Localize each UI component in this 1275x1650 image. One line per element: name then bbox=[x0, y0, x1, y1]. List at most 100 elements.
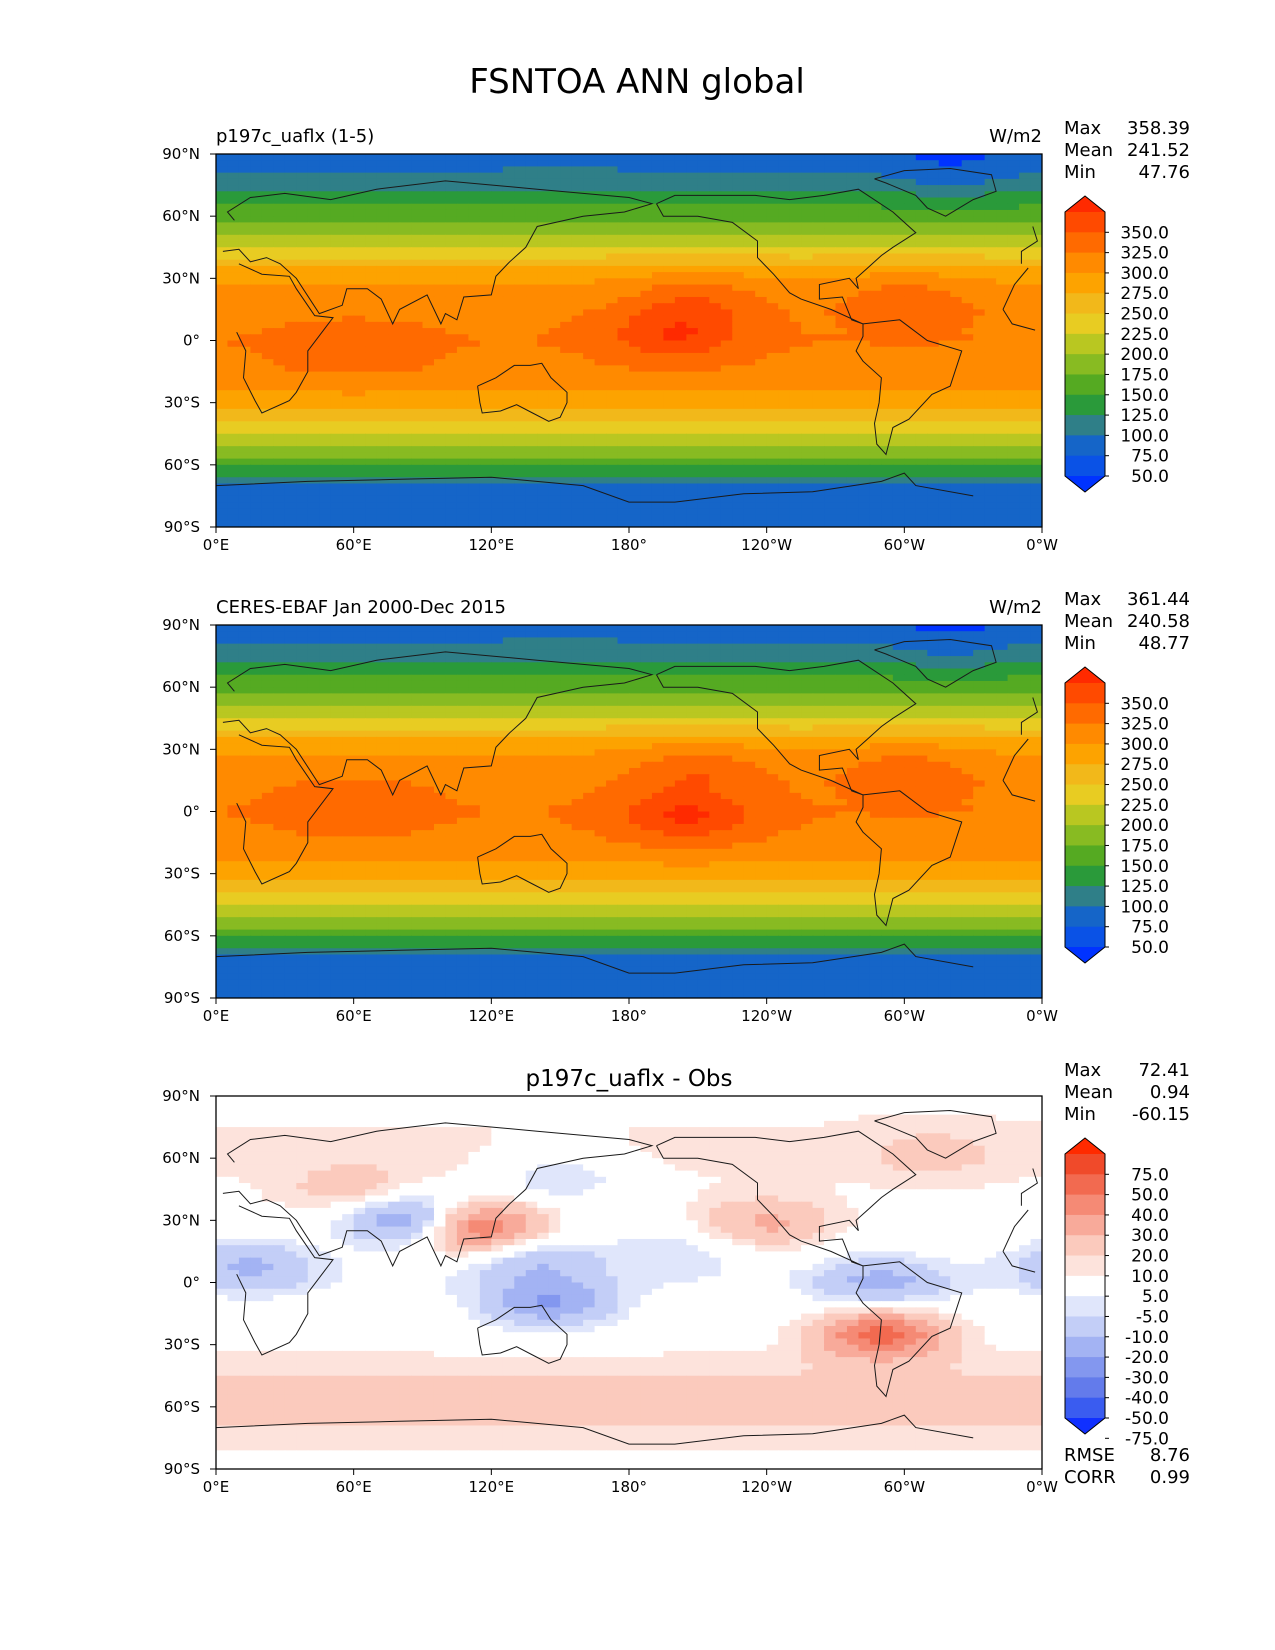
field-cell bbox=[525, 315, 538, 323]
field-cell bbox=[996, 346, 1009, 354]
field-cell bbox=[766, 166, 779, 174]
field-cell bbox=[491, 390, 504, 398]
field-cell bbox=[560, 502, 573, 509]
field-cell bbox=[881, 489, 894, 497]
field-cell bbox=[824, 315, 837, 323]
field-cell bbox=[284, 446, 297, 453]
field-cell bbox=[892, 643, 905, 651]
field-cell bbox=[342, 166, 355, 174]
field-cell bbox=[445, 303, 458, 311]
field-cell bbox=[651, 172, 665, 180]
field-cell bbox=[365, 489, 378, 497]
field-cell bbox=[445, 371, 458, 379]
field-cell bbox=[961, 359, 974, 366]
field-cell bbox=[732, 290, 745, 298]
field-cell bbox=[342, 520, 355, 527]
field-cell bbox=[846, 483, 860, 491]
field-cell bbox=[732, 643, 745, 651]
field-cell bbox=[583, 471, 596, 478]
field-cell bbox=[881, 662, 894, 670]
field-cell bbox=[858, 154, 871, 161]
field-cell bbox=[365, 259, 378, 267]
field-cell bbox=[606, 265, 619, 273]
field-cell bbox=[445, 234, 458, 242]
field-cell bbox=[238, 421, 252, 429]
field-cell bbox=[319, 643, 332, 651]
field-cell bbox=[686, 402, 699, 410]
field-cell bbox=[365, 328, 378, 335]
field-cell bbox=[651, 662, 665, 670]
field-cell bbox=[479, 272, 492, 279]
field-cell bbox=[663, 483, 676, 491]
field-cell bbox=[629, 321, 642, 329]
field-cell bbox=[663, 284, 676, 292]
field-cell bbox=[227, 631, 240, 639]
field-cell bbox=[456, 154, 469, 161]
field-cell bbox=[663, 662, 676, 670]
field-cell bbox=[801, 203, 814, 211]
field-cell bbox=[479, 185, 492, 192]
field-cell bbox=[261, 402, 274, 410]
field-cell bbox=[296, 290, 309, 298]
field-cell bbox=[479, 520, 492, 527]
field-cell bbox=[548, 178, 561, 186]
field-cell bbox=[835, 172, 848, 180]
field-cell bbox=[892, 284, 905, 292]
field-cell bbox=[915, 197, 928, 205]
field-cell bbox=[663, 209, 676, 217]
field-cell bbox=[296, 433, 309, 441]
field-cell bbox=[216, 390, 229, 398]
field-cell bbox=[560, 483, 573, 491]
field-cell bbox=[835, 359, 848, 366]
field-cell bbox=[330, 352, 343, 360]
field-cell bbox=[720, 464, 733, 472]
field-cell bbox=[365, 396, 378, 404]
field-cell bbox=[835, 191, 848, 199]
field-cell bbox=[755, 668, 768, 676]
field-cell bbox=[904, 352, 917, 360]
field-cell bbox=[927, 365, 940, 373]
field-cell bbox=[961, 309, 974, 317]
field-cell bbox=[915, 377, 928, 385]
field-cell bbox=[353, 346, 366, 354]
field-cell bbox=[996, 340, 1009, 348]
field-cell bbox=[514, 328, 527, 335]
field-cell bbox=[296, 625, 309, 632]
field-cell bbox=[479, 222, 492, 230]
field-cell bbox=[319, 508, 332, 516]
field-cell bbox=[502, 309, 515, 317]
field-cell bbox=[261, 446, 274, 453]
field-cell bbox=[583, 340, 596, 348]
field-cell bbox=[422, 241, 435, 248]
field-cell bbox=[789, 637, 802, 645]
field-cell bbox=[216, 452, 229, 460]
field-cell bbox=[273, 508, 286, 516]
field-cell bbox=[996, 234, 1009, 242]
field-cell bbox=[250, 216, 263, 223]
field-cell bbox=[307, 284, 320, 292]
field-cell bbox=[1019, 477, 1032, 485]
field-cell bbox=[996, 668, 1009, 676]
field-cell bbox=[284, 415, 297, 422]
field-cell bbox=[869, 365, 882, 373]
field-cell bbox=[663, 253, 676, 261]
field-cell bbox=[973, 483, 986, 491]
field-cell bbox=[904, 471, 917, 478]
field-cell bbox=[881, 384, 894, 391]
field-cell bbox=[824, 160, 837, 168]
field-cell bbox=[720, 365, 733, 373]
field-cell bbox=[548, 495, 561, 503]
field-cell bbox=[330, 520, 343, 527]
field-cell bbox=[583, 272, 596, 279]
field-cell bbox=[881, 458, 894, 466]
field-cell bbox=[571, 396, 584, 404]
field-cell bbox=[376, 439, 389, 447]
field-cell bbox=[594, 309, 607, 317]
field-cell bbox=[468, 464, 481, 472]
field-cell bbox=[640, 637, 653, 645]
field-cell bbox=[835, 489, 848, 497]
field-cell bbox=[433, 439, 447, 447]
field-cell bbox=[433, 662, 447, 670]
field-cell bbox=[869, 477, 882, 485]
field-cell bbox=[296, 197, 309, 205]
